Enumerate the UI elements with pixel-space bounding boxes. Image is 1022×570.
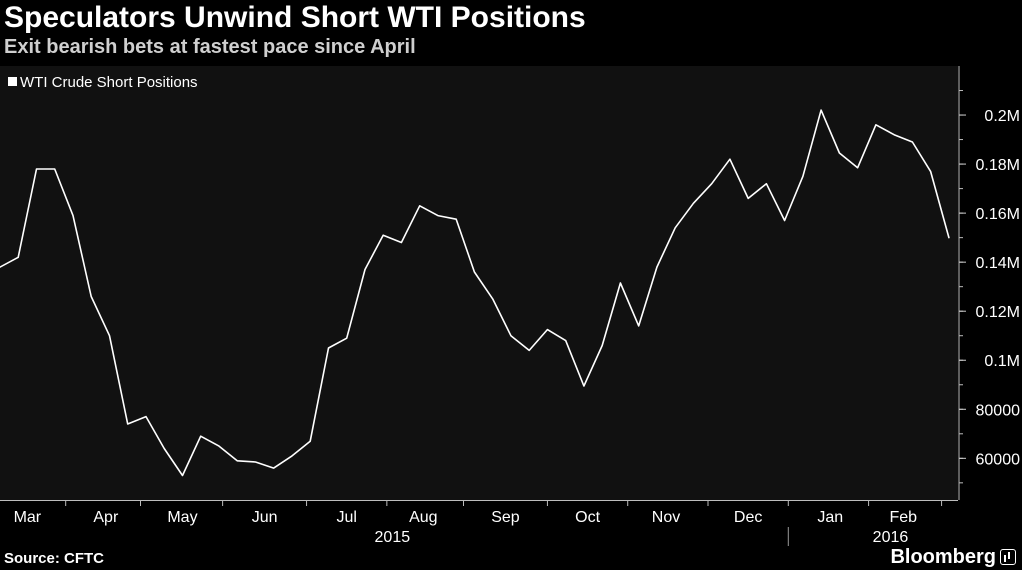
chart-title: Speculators Unwind Short WTI Positions [4, 1, 586, 34]
y-tick-label: 0.16M [976, 206, 1020, 223]
plot-area [0, 66, 958, 500]
x-tick-label: Jan [817, 509, 843, 526]
legend-swatch [8, 77, 17, 86]
year-label: 2016 [873, 529, 909, 546]
x-tick-label: Feb [889, 509, 917, 526]
x-tick-label: Oct [575, 509, 600, 526]
y-tick-label: 0.14M [976, 255, 1020, 272]
x-tick-label: Dec [734, 509, 762, 526]
y-tick-label: 0.12M [976, 304, 1020, 321]
bar-chart-icon [1000, 549, 1016, 565]
source-note: Source: CFTC [4, 550, 105, 567]
x-tick-label: Nov [652, 509, 680, 526]
y-tick-label: 0.2M [984, 108, 1020, 125]
x-tick-label: May [167, 509, 197, 526]
chart-subtitle: Exit bearish bets at fastest pace since … [4, 36, 416, 58]
x-tick-label: Aug [409, 509, 437, 526]
brand-name: Bloomberg [890, 546, 996, 568]
y-tick-label: 80000 [976, 402, 1021, 419]
x-tick-label: Apr [93, 509, 119, 526]
series-line [0, 109, 950, 477]
x-tick-label: Mar [14, 509, 42, 526]
x-tick-label: Sep [491, 509, 520, 526]
y-tick-label: 0.1M [984, 353, 1020, 370]
legend-label: WTI Crude Short Positions [20, 74, 198, 91]
y-tick-label: 0.18M [976, 157, 1020, 174]
year-label: 2015 [375, 529, 411, 546]
brand-logo: Bloomberg [890, 545, 1016, 569]
x-tick-label: Jul [336, 509, 356, 526]
y-tick-label: 60000 [976, 451, 1021, 468]
x-tick-label: Jun [252, 509, 278, 526]
